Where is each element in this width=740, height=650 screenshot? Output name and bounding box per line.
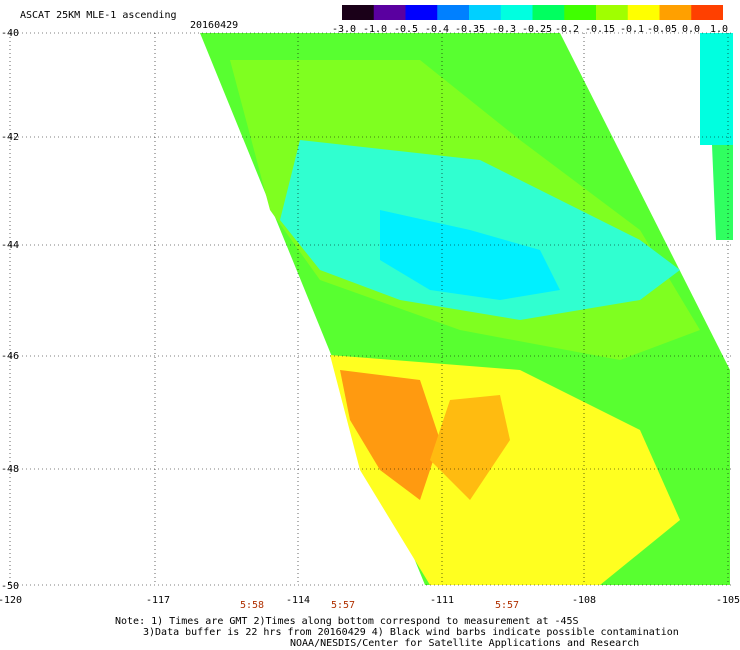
wind-swath: [200, 33, 733, 585]
colorbar-tick: -0.3: [491, 24, 517, 35]
lon-label: -108: [572, 595, 596, 606]
lat-label: -46: [1, 351, 19, 362]
colorbar-tick: -0.25: [521, 24, 553, 35]
colorbar-segment: [500, 5, 533, 20]
lat-label: -44: [1, 240, 19, 251]
colorbar-segment: [532, 5, 565, 20]
colorbar-segment: [659, 5, 692, 20]
pass-time: 5:58: [239, 600, 265, 611]
colorbar-tick: -0.1: [619, 24, 645, 35]
colorbar-tick: -0.4: [424, 24, 450, 35]
colorbar-tick: -0.15: [584, 24, 616, 35]
colorbar-tick: -0.2: [554, 24, 580, 35]
colorbar-tick: -0.05: [646, 24, 678, 35]
note-line-2: 3)Data buffer is 22 hrs from 20160429 4)…: [143, 627, 679, 638]
colorbar: [342, 5, 723, 20]
date-label: 20160429: [190, 20, 239, 31]
colorbar-segment: [469, 5, 502, 20]
swath-cyan-edge: [700, 33, 733, 145]
colorbar-tick: 1.0: [709, 24, 729, 35]
colorbar-segment: [342, 5, 375, 20]
colorbar-segment: [437, 5, 470, 20]
colorbar-segment: [596, 5, 629, 20]
colorbar-tick: -0.35: [454, 24, 486, 35]
swath-cyan-core: [380, 210, 560, 300]
title: ASCAT 25KM MLE-1 ascending: [20, 10, 177, 21]
colorbar-tick: -0.5: [393, 24, 419, 35]
lat-label: -50: [1, 581, 19, 592]
colorbar-tick: 0.0: [681, 24, 701, 35]
colorbar-segment: [691, 5, 723, 20]
note-line-1: Note: 1) Times are GMT 2)Times along bot…: [115, 616, 579, 627]
swath-orange-patch: [430, 395, 510, 500]
note-line-3: NOAA/NESDIS/Center for Satellite Applica…: [290, 638, 640, 649]
lon-label: -120: [0, 595, 22, 606]
lon-label: -111: [430, 595, 454, 606]
colorbar-segment: [564, 5, 597, 20]
colorbar-segment: [627, 5, 660, 20]
lon-label: -114: [286, 595, 310, 606]
colorbar-segment: [405, 5, 438, 20]
latitude-labels: -40 -42 -44 -46 -48 -50: [1, 28, 19, 592]
colorbar-tick: -3.0: [331, 24, 357, 35]
pass-time: 5:57: [494, 600, 520, 611]
graticule: [9, 32, 733, 586]
pass-time: 5:57: [330, 600, 356, 611]
lat-label: -42: [1, 132, 19, 143]
lon-label: -117: [146, 595, 170, 606]
lat-label: -48: [1, 464, 19, 475]
longitude-labels: -120 -117 -114 -111 -108 -105: [0, 595, 740, 606]
swath-green-edge: [712, 145, 733, 240]
colorbar-segment: [373, 5, 406, 20]
swath-cyan-region: [280, 140, 680, 320]
lat-label: -40: [1, 28, 19, 39]
colorbar-tick: -1.0: [362, 24, 388, 35]
lon-label: -105: [716, 595, 740, 606]
swath-orange-region: [340, 370, 440, 500]
